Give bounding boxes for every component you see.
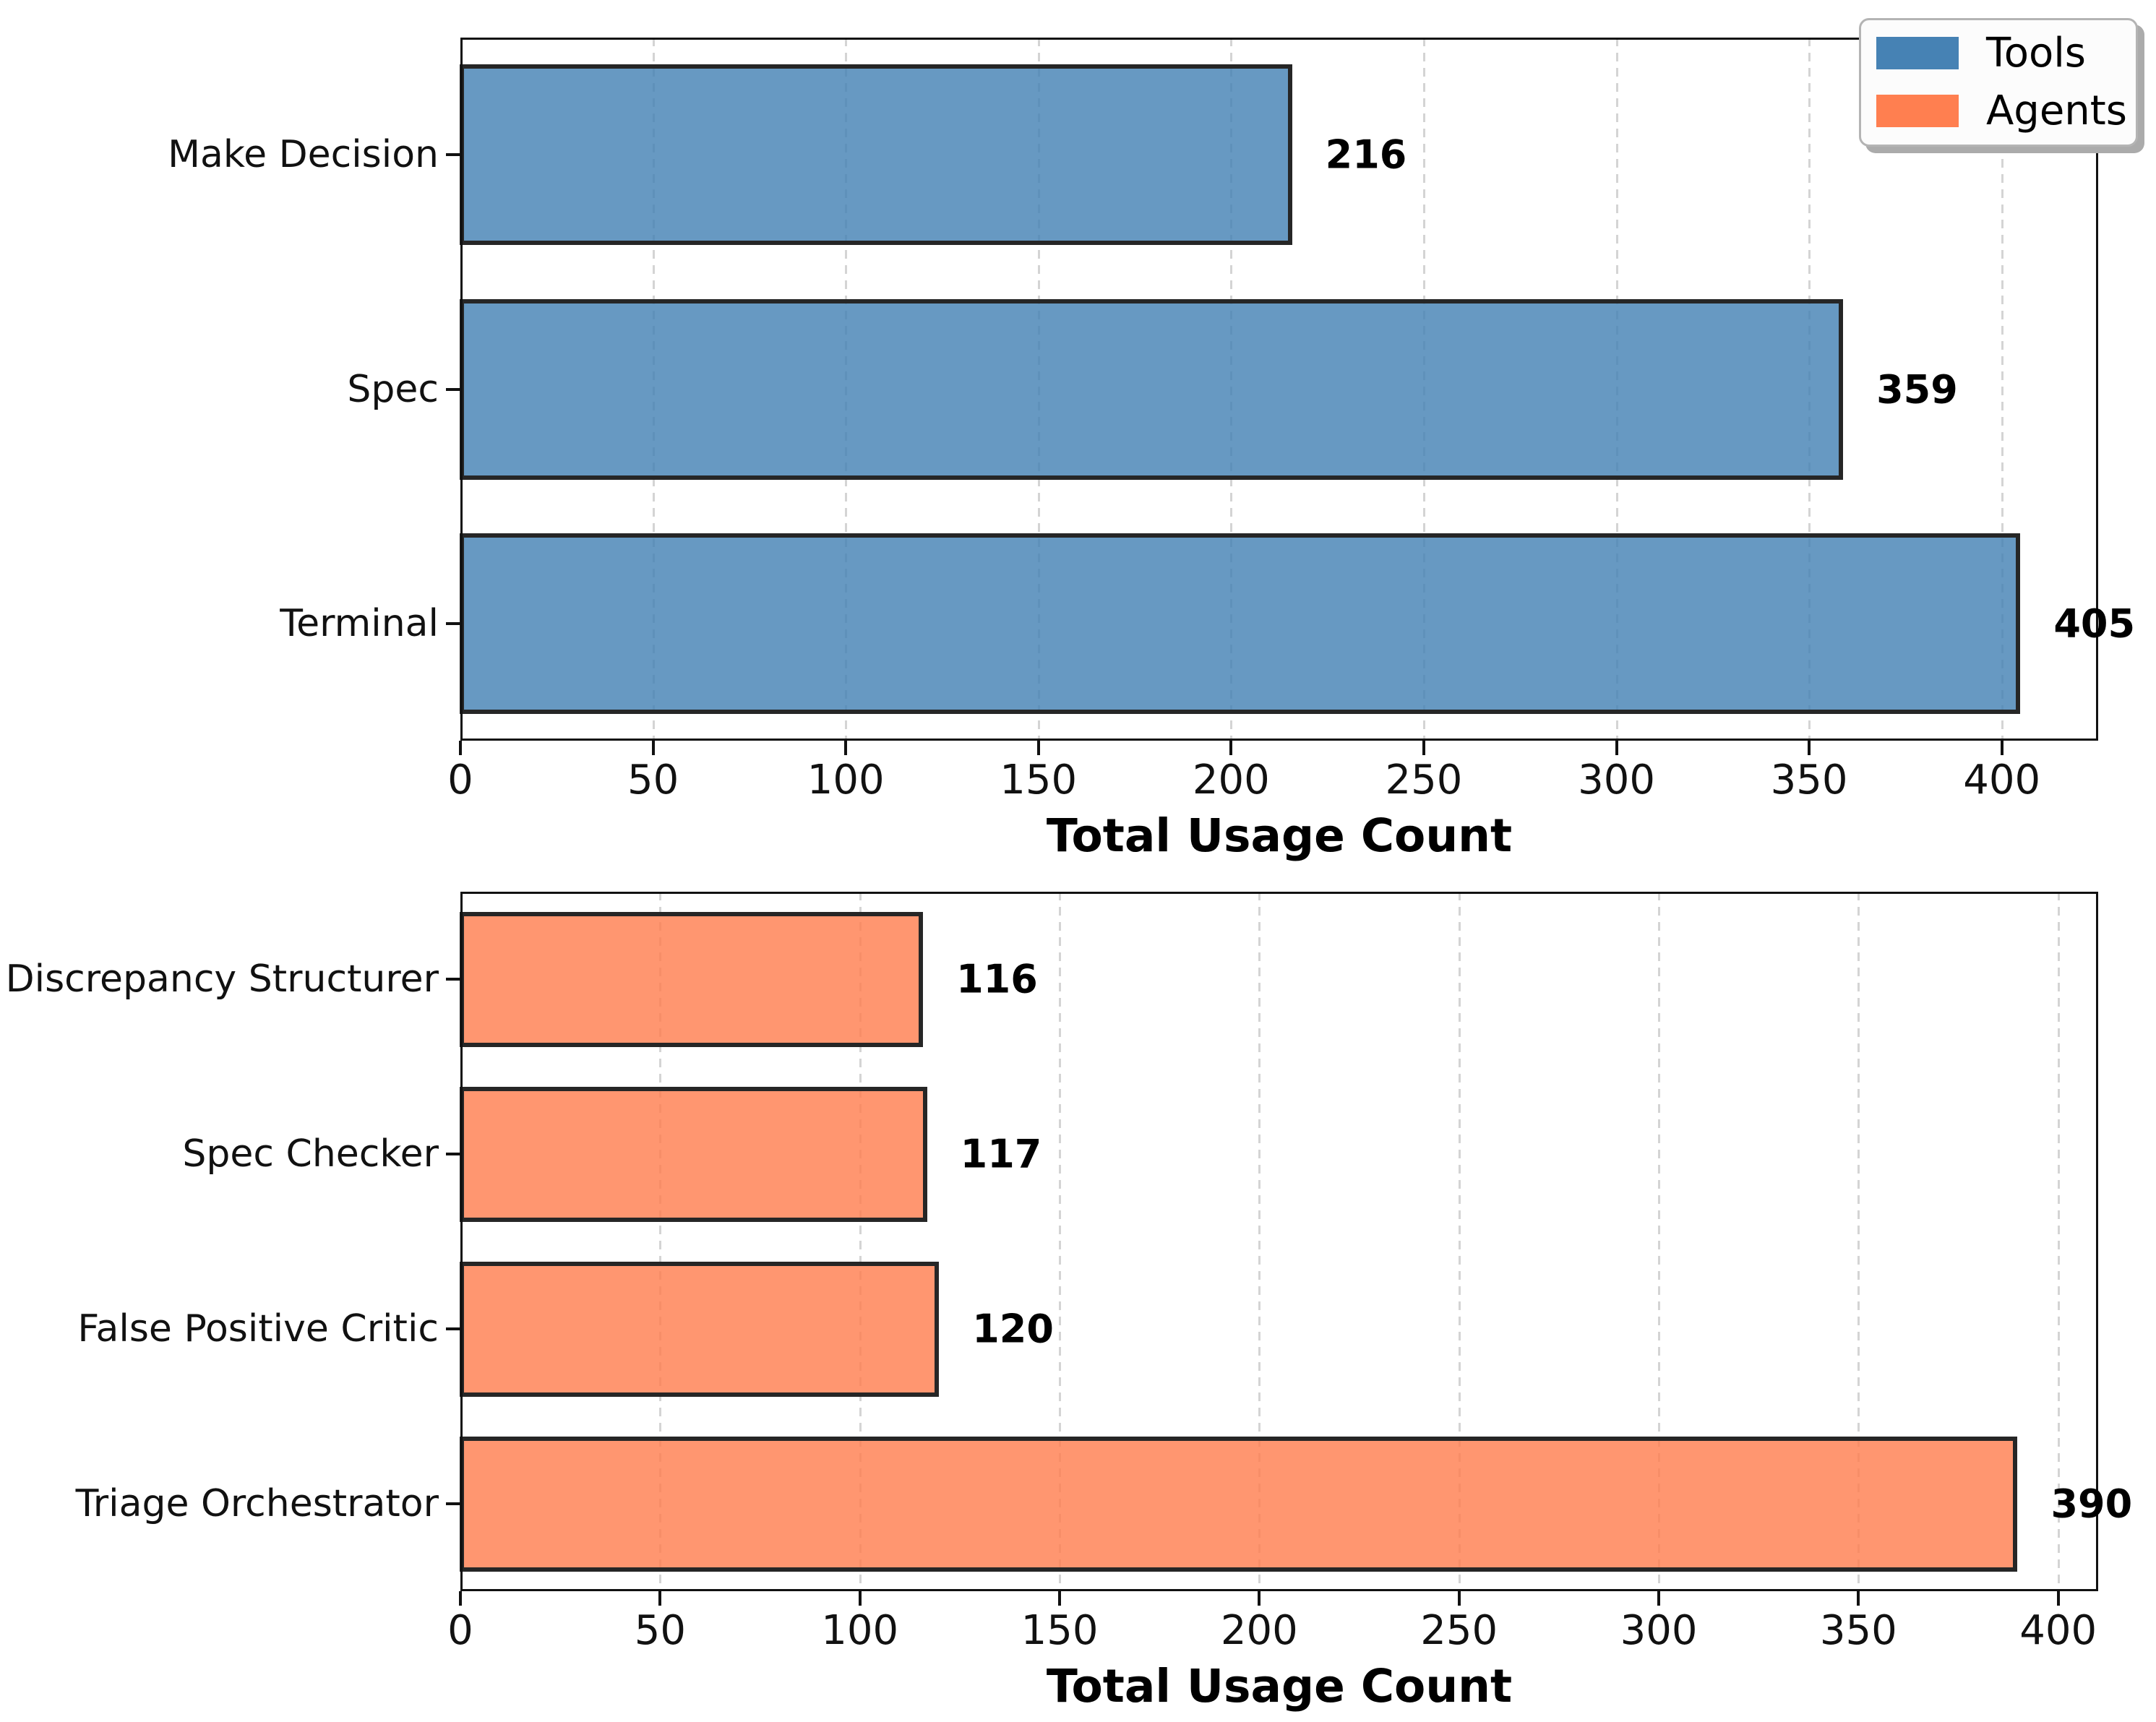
x-tick-label-150: 150 — [1021, 1607, 1099, 1654]
x-tick-label-150: 150 — [1000, 757, 1078, 804]
tools-color-swatch — [1876, 36, 1959, 69]
value-label: 116 — [956, 956, 1038, 1002]
x-tick-label-100: 100 — [821, 1607, 899, 1654]
gridline-350 — [1857, 892, 1860, 1591]
gridline-200 — [1258, 892, 1261, 1591]
x-tick-100 — [844, 741, 848, 755]
legend-label-agents: Agents — [1986, 87, 2127, 134]
bar-triage-orchestrator — [460, 1436, 2017, 1572]
x-tick-label-100: 100 — [807, 757, 885, 804]
x-tick-label-250: 250 — [1420, 1607, 1498, 1654]
agents-color-swatch — [1876, 94, 1959, 127]
legend-box: Tools Agents — [1859, 18, 2138, 147]
tools-plot-area — [460, 38, 2098, 741]
x-tick-label-250: 250 — [1385, 757, 1463, 804]
x-tick-400 — [2056, 1591, 2060, 1606]
legend-entry-tools: Tools — [1876, 29, 2086, 77]
y-tick-2 — [446, 1327, 460, 1330]
legend-label-tools: Tools — [1986, 29, 2086, 77]
x-tick-label-400: 400 — [1963, 757, 2041, 804]
x-tick-150 — [1058, 1591, 1062, 1606]
gridline-150 — [1059, 892, 1062, 1591]
x-tick-250 — [1457, 1591, 1461, 1606]
value-label: 390 — [2050, 1481, 2133, 1527]
y-tick-1 — [446, 1153, 460, 1155]
tools-x-axis-label: Total Usage Count — [1046, 809, 1513, 862]
x-tick-200 — [1258, 1591, 1261, 1606]
x-tick-250 — [1422, 741, 1425, 755]
bar-make-decision — [460, 64, 1292, 246]
value-label: 120 — [972, 1306, 1054, 1352]
gridline-250 — [1458, 892, 1461, 1591]
x-tick-label-400: 400 — [2019, 1607, 2097, 1654]
category-label: Triage Orchestrator — [75, 1482, 439, 1525]
x-tick-300 — [1615, 741, 1618, 755]
x-tick-50 — [658, 1591, 662, 1606]
x-tick-350 — [1857, 1591, 1860, 1606]
bar-discrepancy-structurer — [460, 911, 923, 1047]
gridline-50 — [659, 892, 662, 1591]
value-label: 117 — [960, 1131, 1042, 1177]
agents-plot-area — [460, 892, 2098, 1591]
value-label: 359 — [1876, 366, 1958, 412]
x-tick-400 — [2000, 741, 2003, 755]
bar-spec — [460, 298, 1843, 480]
gridline-100 — [859, 892, 862, 1591]
y-tick-0 — [446, 153, 460, 157]
x-tick-label-0: 0 — [447, 1607, 473, 1654]
bar-spec-checker — [460, 1086, 927, 1222]
x-tick-50 — [651, 741, 655, 755]
gridline-300 — [1658, 892, 1661, 1591]
value-label: 216 — [1325, 132, 1407, 178]
x-tick-label-0: 0 — [447, 757, 473, 804]
x-tick-label-50: 50 — [634, 1607, 686, 1654]
x-tick-label-200: 200 — [1192, 757, 1270, 804]
y-tick-0 — [446, 978, 460, 981]
x-tick-100 — [858, 1591, 862, 1606]
x-tick-label-300: 300 — [1578, 757, 1655, 804]
category-label: Discrepancy Structurer — [5, 957, 439, 1001]
bar-terminal — [460, 533, 2020, 714]
legend-entry-agents: Agents — [1876, 87, 2127, 134]
x-tick-label-350: 350 — [1819, 1607, 1897, 1654]
category-label: False Positive Critic — [77, 1307, 439, 1351]
gridline-400 — [2001, 38, 2003, 741]
x-tick-label-200: 200 — [1220, 1607, 1298, 1654]
category-label: Spec — [347, 367, 439, 411]
x-tick-0 — [459, 1591, 462, 1606]
category-label: Terminal — [280, 601, 439, 645]
x-tick-label-50: 50 — [627, 757, 679, 804]
y-tick-2 — [446, 621, 460, 625]
x-tick-label-300: 300 — [1620, 1607, 1698, 1654]
category-label: Spec Checker — [182, 1132, 439, 1176]
y-tick-3 — [446, 1502, 460, 1505]
agents-x-axis-label: Total Usage Count — [1046, 1660, 1513, 1713]
x-tick-150 — [1036, 741, 1040, 755]
y-tick-1 — [446, 387, 460, 391]
x-tick-350 — [1808, 741, 1811, 755]
x-tick-300 — [1657, 1591, 1661, 1606]
x-tick-label-350: 350 — [1770, 757, 1848, 804]
x-tick-200 — [1229, 741, 1233, 755]
category-label: Make Decision — [168, 133, 439, 177]
value-label: 405 — [2053, 600, 2136, 647]
x-tick-0 — [459, 741, 462, 755]
gridline-400 — [2057, 892, 2060, 1591]
